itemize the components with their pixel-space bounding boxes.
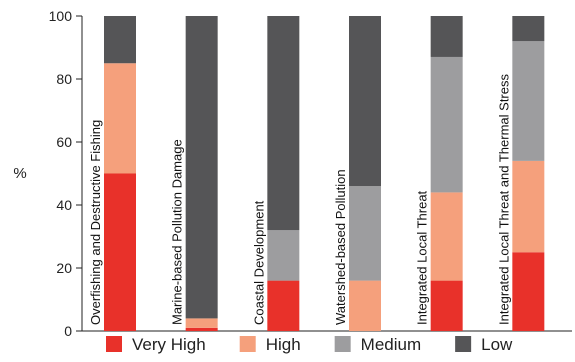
legend-label: High <box>266 335 301 354</box>
bar-segment <box>512 16 545 42</box>
legend-swatch <box>106 336 122 352</box>
bar-segment <box>430 192 463 281</box>
bar-segment <box>349 16 381 187</box>
y-axis: 0 20 40 60 80 100 <box>49 8 572 339</box>
category-label: Overfishing and Destructive Fishing <box>88 120 103 325</box>
bar-segment <box>267 230 300 281</box>
legend-swatch <box>239 336 256 352</box>
bar-segment <box>185 16 218 319</box>
y-tick-label: 80 <box>56 71 72 87</box>
legend-swatch <box>455 336 472 352</box>
y-tick-label: 60 <box>56 134 72 150</box>
bar-segment <box>512 160 545 253</box>
bar-segment <box>104 16 136 64</box>
y-tick-label: 0 <box>64 323 72 339</box>
bar-labels-group: Overfishing and Destructive Fishing Marin… <box>88 74 511 325</box>
bar-segment <box>185 327 218 331</box>
legend-swatch <box>334 336 351 352</box>
y-axis-label: % <box>13 165 26 182</box>
category-label: Watershed-based Pollution <box>333 169 348 325</box>
category-label: Coastal Development <box>251 200 266 325</box>
bar-segment <box>104 173 136 331</box>
legend-label: Low <box>481 335 513 354</box>
legend: Very High High Medium Low <box>106 335 513 354</box>
bar-segment <box>430 16 463 57</box>
bar-segment <box>267 280 300 331</box>
category-label: Marine-based Pollution Damage <box>170 139 185 325</box>
category-label: Integrated Local Threat <box>415 190 430 325</box>
bar-segment <box>430 280 463 331</box>
bar-segment <box>512 41 545 161</box>
bar-segment <box>104 63 136 174</box>
bar-segment <box>430 56 463 193</box>
bars-group <box>104 16 545 331</box>
y-tick-label: 40 <box>56 197 72 213</box>
bar-segment <box>349 280 381 331</box>
bar-segment <box>267 16 300 231</box>
bar-segment <box>512 252 545 331</box>
category-label: Integrated Local Threat and Thermal Stre… <box>496 74 511 325</box>
bar-segment <box>349 186 381 281</box>
legend-label: Medium <box>361 335 421 354</box>
bar-segment <box>185 318 218 328</box>
y-tick-label: 20 <box>56 260 72 276</box>
legend-label: Very High <box>132 335 206 354</box>
y-tick-label: 100 <box>49 8 73 24</box>
